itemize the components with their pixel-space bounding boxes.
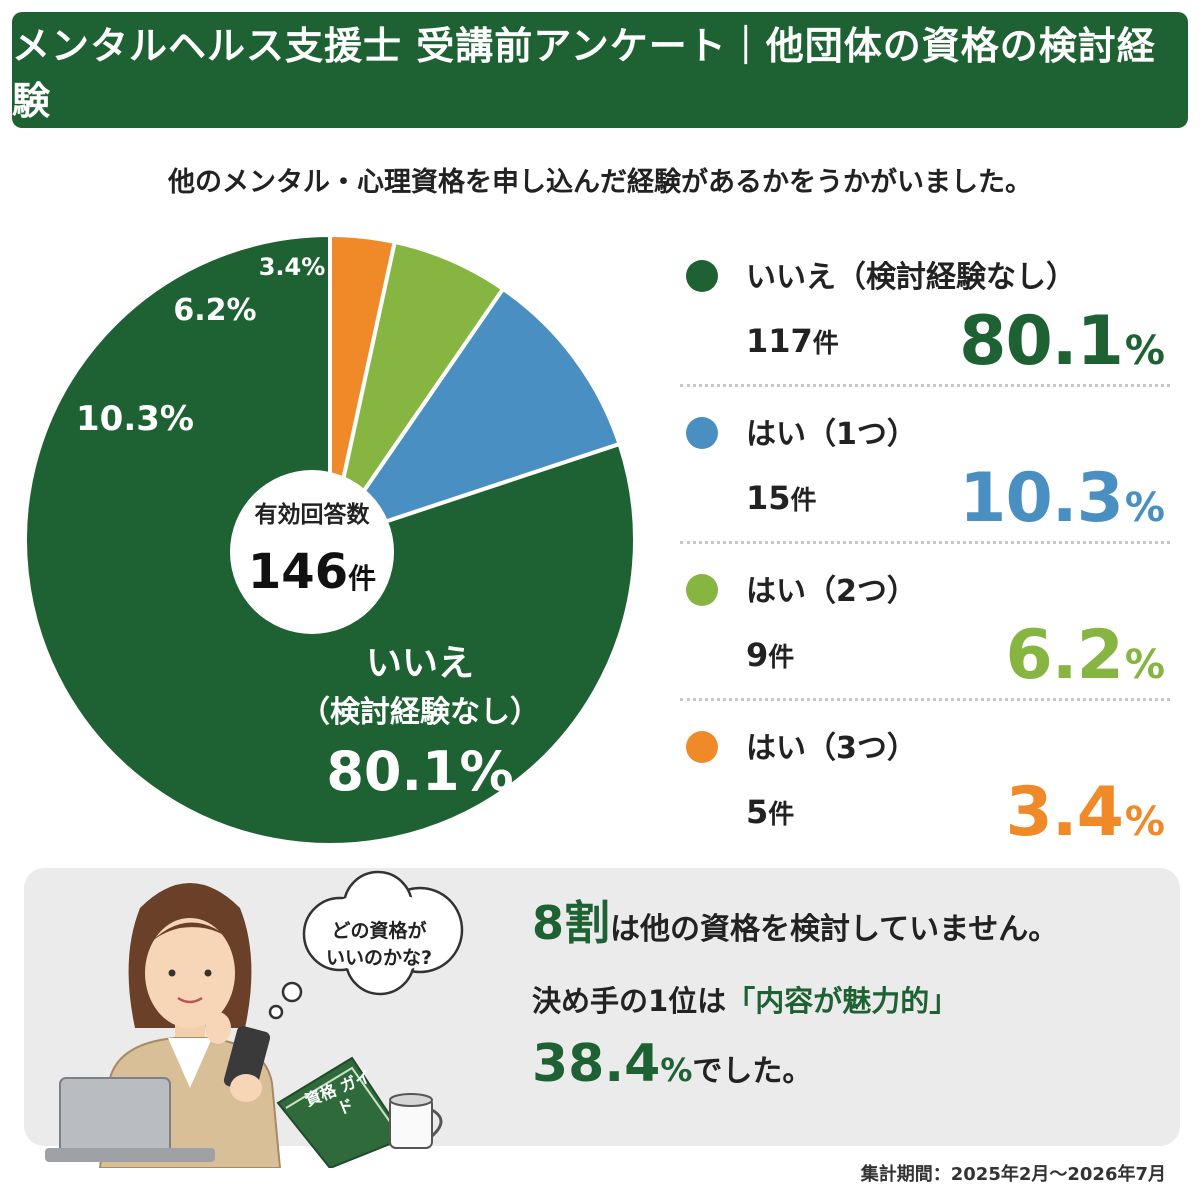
- slice-label-2: 10.3%: [76, 399, 194, 439]
- legend-count: 9件: [746, 636, 795, 674]
- legend-percent: 80.1%: [959, 302, 1165, 381]
- laptop-icon: [45, 1077, 215, 1162]
- legend-dot-icon: [686, 731, 718, 763]
- survey-period: 集計期間：2025年2月～2026年7月: [860, 1164, 1166, 1185]
- summary-line-1-rest: は他の資格を検討していません。: [610, 912, 1059, 947]
- legend-divider: [680, 384, 1170, 387]
- legend-label: はい（2つ）: [746, 574, 917, 609]
- pie-slice-2: [324, 286, 623, 544]
- mug-icon: [389, 1093, 443, 1149]
- slice-label-4: 3.4%: [259, 253, 326, 281]
- legend-dot-icon: [686, 417, 718, 449]
- illustration: [45, 870, 464, 1168]
- legend-item: いいえ（検討経験なし） 117件 80.1%: [680, 230, 1170, 387]
- legend-label: いいえ（検討経験なし）: [746, 260, 1076, 295]
- legend-divider: [680, 541, 1170, 544]
- legend-item: はい（1つ） 15件 10.3%: [680, 387, 1170, 544]
- legend-label: はい（3つ）: [746, 731, 917, 766]
- phone-icon: [223, 1026, 271, 1102]
- center-unit: 件: [348, 562, 376, 595]
- pie-slice-3: [328, 239, 506, 542]
- summary-text: 8割は他の資格を検討していません。 決め手の1位は「内容が魅力的」 38.4%で…: [532, 900, 1172, 1094]
- legend-item: はい（2つ） 9件 6.2%: [680, 544, 1170, 701]
- thought-bubble-icon: [268, 870, 464, 1020]
- summary-highlight-ratio: 8割: [532, 896, 611, 950]
- page-title: メンタルヘルス支援士 受講前アンケート｜他団体の資格の検討経験: [12, 24, 1156, 123]
- pie-center: [230, 470, 394, 634]
- center-label: 有効回答数: [255, 501, 371, 528]
- summary-line-2-pre: 決め手の1位は: [532, 984, 727, 1018]
- summary-line-2: 決め手の1位は「内容が魅力的」: [532, 978, 1172, 1020]
- header-banner: メンタルヘルス支援士 受講前アンケート｜他団体の資格の検討経験: [12, 12, 1188, 128]
- legend-count: 117件: [746, 322, 839, 360]
- legend-dot-icon: [686, 574, 718, 606]
- legend: いいえ（検討経験なし） 117件 80.1% はい（1つ） 15件 10.3% はい（2つ）…: [680, 230, 1170, 858]
- summary-line-3: 38.4%でした。: [532, 1034, 1172, 1094]
- legend-divider: [680, 698, 1170, 701]
- thought-text: どの資格が いいのかな?: [325, 920, 433, 969]
- inside-label-3: 80.1%: [326, 740, 513, 803]
- pie-slice-4: [328, 232, 398, 541]
- legend-percent: 3.4%: [1005, 773, 1165, 852]
- legend-dot-icon: [686, 260, 718, 292]
- summary-line-1: 8割は他の資格を検討していません。: [532, 900, 1172, 946]
- summary-line-3-rest: でした。: [692, 1054, 813, 1089]
- legend-count: 15件: [746, 479, 817, 517]
- legend-item: はい（3つ） 5件 3.4%: [680, 701, 1170, 858]
- legend-percent: 10.3%: [959, 459, 1165, 538]
- summary-highlight-reason: 「内容が魅力的」: [726, 984, 959, 1018]
- inside-label-1: いいえ: [366, 643, 474, 684]
- legend-percent: 6.2%: [1005, 616, 1165, 695]
- legend-count: 5件: [746, 793, 795, 831]
- survey-question: 他のメンタル・心理資格を申し込んだ経験があるかをうかがいました。: [168, 167, 1032, 198]
- slice-label-3: 6.2%: [173, 293, 256, 328]
- summary-pct-unit: %: [660, 1051, 693, 1089]
- inside-label-2: （検討経験なし）: [300, 695, 540, 730]
- legend-label: はい（1つ）: [746, 417, 917, 452]
- summary-highlight-pct: 38.4: [532, 1034, 661, 1094]
